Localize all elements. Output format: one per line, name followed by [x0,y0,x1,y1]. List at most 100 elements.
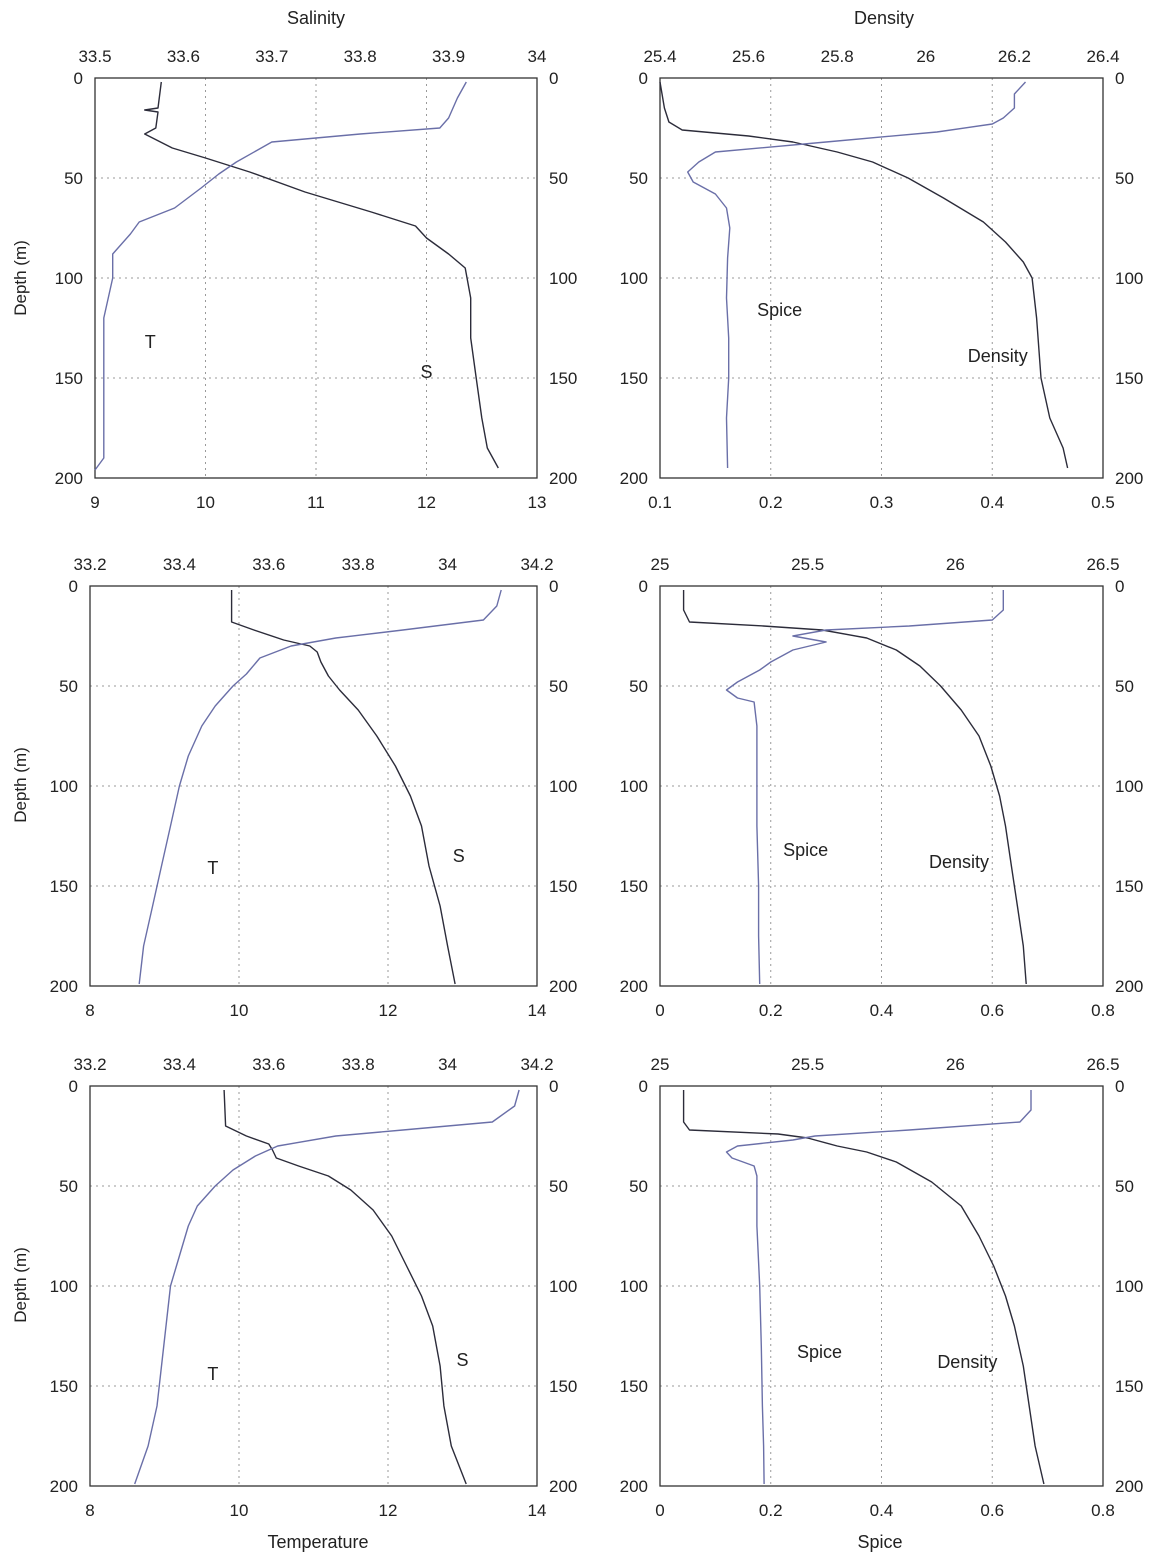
y-tick-label-left: 150 [620,369,648,388]
y-tick-label-right: 100 [549,1277,577,1296]
annotation-density: Density [937,1352,997,1372]
x-tick-label-top: 25.5 [791,1055,824,1074]
x-tick-label-bottom: 0.6 [980,1001,1004,1020]
x-tick-label-top: 34 [528,47,547,66]
x-tick-label-bottom: 8 [85,1001,94,1020]
x-tick-label-bottom: 10 [230,1001,249,1020]
y-tick-label-right: 50 [549,1177,568,1196]
y-tick-label-left: 200 [620,1477,648,1496]
y-tick-label-left: 0 [639,69,648,88]
series-line-spice [725,590,1004,985]
annotation-density: Density [968,346,1028,366]
y-tick-label-left: 150 [620,877,648,896]
y-tick-label-left: 100 [55,269,83,288]
y-tick-label-left: 0 [639,577,648,596]
x-tick-label-bottom: 13 [528,493,547,512]
y-axis-label-row2: Depth (m) [11,747,30,823]
x-tick-label-top: 25.6 [732,47,765,66]
plot-frame [94,77,538,479]
series-line-density [659,81,1069,469]
annotation-spice: Spice [783,840,828,860]
y-tick-label-left: 200 [50,1477,78,1496]
y-tick-label-left: 100 [620,777,648,796]
y-tick-label-right: 200 [1115,469,1143,488]
annotation-density: Density [929,852,989,872]
series-line-s [134,1089,520,1485]
bottom-label-temperature: Temperature [267,1532,368,1552]
plot-frame [659,585,1104,987]
y-tick-label-right: 50 [549,169,568,188]
x-tick-label-bottom: 14 [528,1501,547,1520]
top-label-salinity: Salinity [287,8,345,28]
y-tick-label-right: 200 [549,977,577,996]
bottom-label-spice: Spice [857,1532,902,1552]
y-tick-label-left: 100 [620,1277,648,1296]
x-tick-label-top: 26 [946,555,965,574]
x-tick-label-bottom: 0.5 [1091,493,1115,512]
y-tick-label-left: 150 [50,1377,78,1396]
chart-panel-row1-left: 0 0 50 50 100 100 150 150 200 200 9 10 11 12 13 33.5 33.… [55,47,578,512]
x-tick-label-top: 33.4 [163,1055,196,1074]
top-label-density: Density [854,8,914,28]
x-tick-label-top: 26 [946,1055,965,1074]
series-line-t [144,81,499,469]
annotation-s: S [420,362,432,382]
y-tick-label-left: 0 [69,1077,78,1096]
x-tick-label-bottom: 0 [655,1501,664,1520]
y-tick-label-right: 150 [1115,369,1143,388]
x-tick-label-top: 33.9 [432,47,465,66]
y-tick-label-left: 150 [50,877,78,896]
x-tick-label-bottom: 9 [90,493,99,512]
y-tick-label-left: 150 [620,1377,648,1396]
x-tick-label-bottom: 0.2 [759,493,783,512]
y-axis-label-row1: Depth (m) [11,240,30,316]
x-tick-label-top: 34 [438,555,457,574]
x-tick-label-top: 33.8 [342,555,375,574]
chart-panel-row2-right: 0 0 50 50 100 100 150 150 200 200 0 0.2 0.4 0.6 0.8 25 2… [620,555,1144,1020]
series-line-t [230,590,456,985]
y-tick-label-right: 0 [1115,69,1124,88]
x-tick-label-top: 25.5 [791,555,824,574]
x-tick-label-top: 33.4 [163,555,196,574]
y-tick-label-left: 200 [55,469,83,488]
y-tick-label-right: 100 [1115,269,1143,288]
y-tick-label-left: 50 [629,677,648,696]
x-tick-label-bottom: 0.3 [870,493,894,512]
x-tick-label-bottom: 12 [379,1001,398,1020]
x-tick-label-bottom: 12 [379,1501,398,1520]
y-tick-label-left: 0 [74,69,83,88]
annotation-spice: Spice [757,300,802,320]
y-tick-label-left: 200 [620,469,648,488]
y-tick-label-left: 100 [620,269,648,288]
x-tick-label-top: 25.4 [643,47,676,66]
y-tick-label-left: 50 [59,1177,78,1196]
chart-panel-row3-left: 0 0 50 50 100 100 150 150 200 200 8 10 12 14 33.2 33.4 3… [50,1055,578,1520]
y-tick-label-left: 50 [629,1177,648,1196]
x-tick-label-top: 34.2 [520,1055,553,1074]
y-tick-label-left: 50 [59,677,78,696]
x-tick-label-bottom: 11 [307,493,325,512]
chart-panel-row2-left: 0 0 50 50 100 100 150 150 200 200 8 10 12 14 33.2 33.4 3… [50,555,578,1020]
x-tick-label-bottom: 14 [528,1001,547,1020]
x-tick-label-bottom: 10 [230,1501,249,1520]
x-tick-label-top: 33.6 [252,555,285,574]
annotation-spice: Spice [797,1342,842,1362]
x-tick-label-top: 33.8 [342,1055,375,1074]
y-tick-label-right: 0 [549,69,558,88]
y-tick-label-left: 200 [620,977,648,996]
x-tick-label-top: 26.5 [1086,555,1119,574]
series-line-s [138,589,502,985]
y-tick-label-left: 50 [629,169,648,188]
x-tick-label-bottom: 0.2 [759,1501,783,1520]
y-tick-label-right: 50 [1115,169,1134,188]
y-tick-label-right: 200 [549,469,577,488]
y-tick-label-left: 0 [639,1077,648,1096]
plot-frame [89,1085,538,1487]
y-tick-label-left: 200 [50,977,78,996]
plot-frame [89,585,538,987]
series-line-spice [687,81,1027,469]
y-tick-label-left: 50 [64,169,83,188]
x-tick-label-bottom: 10 [196,493,215,512]
